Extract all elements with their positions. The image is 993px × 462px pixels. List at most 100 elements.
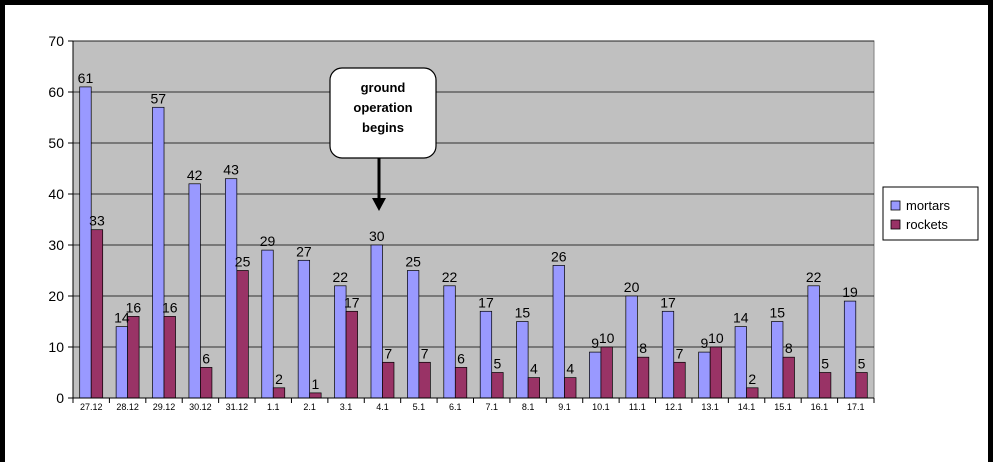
data-label-rockets: 10 [708,330,724,346]
bar-mortars [224,178,238,399]
y-tick-label: 0 [56,390,64,406]
bar-rockets [673,361,686,399]
bar-rockets [127,316,140,399]
data-label-rockets: 33 [89,213,105,229]
data-label-mortars: 19 [842,284,858,300]
x-tick-label: 28.12 [116,402,139,412]
bar-rockets [200,367,213,399]
bar-mortars [698,351,711,399]
x-tick-label: 12.1 [665,402,683,412]
callout-line-3: begins [362,120,404,135]
x-tick-label: 4.1 [376,402,389,412]
bar-mortars [661,310,675,399]
legend-swatch-rockets [890,219,901,230]
y-tick-label: 50 [48,135,64,151]
bar-rockets [527,377,540,399]
bar-rockets [163,316,176,399]
legend-swatch-mortars [890,200,901,211]
y-tick-label: 60 [48,84,64,100]
y-tick-label: 70 [48,33,64,49]
bar-mortars [443,285,456,399]
data-label-mortars: 14 [114,310,130,326]
bar-rockets [454,367,468,399]
x-tick-label: 13.1 [701,402,719,412]
data-label-rockets: 16 [126,299,142,315]
bar-rockets [782,356,795,399]
callout-box [329,67,437,159]
data-label-mortars: 30 [369,228,385,244]
legend: mortars rockets [882,186,979,241]
data-label-rockets: 7 [421,345,429,361]
bar-mortars [188,183,201,399]
bar-rockets [382,361,395,399]
callout-line-1: ground [361,80,406,95]
data-label-mortars: 57 [150,90,166,106]
data-label-rockets: 6 [202,350,210,366]
x-tick-label: 1.1 [267,402,280,412]
bar-rockets [709,346,723,399]
x-tick-label: 6.1 [449,402,462,412]
bar-mortars [625,295,638,399]
data-label-rockets: 1 [312,376,320,392]
gridlines [73,40,874,348]
x-tick-label: 30.12 [189,402,212,412]
bar-mortars [589,351,602,399]
bar-mortars [297,259,311,399]
bar-rockets [418,361,431,399]
data-label-rockets: 7 [384,345,392,361]
bar-mortars [479,310,493,399]
data-label-mortars: 22 [806,269,822,285]
bar-mortars [261,249,274,399]
data-label-mortars: 29 [260,233,276,249]
callout-line-2: operation [353,100,412,115]
data-label-mortars: 27 [296,243,312,259]
bar-mortars [552,265,565,399]
bar-rockets [564,377,577,399]
x-tick-label: 5.1 [413,402,426,412]
bar-mortars [771,321,784,399]
x-tick-label: 2.1 [303,402,316,412]
legend-label-mortars: mortars [906,198,951,213]
x-tick-label: 10.1 [592,402,610,412]
data-label-rockets: 5 [821,356,829,372]
bar-mortars [370,244,383,399]
data-label-rockets: 5 [858,356,866,372]
data-label-mortars: 15 [769,305,785,321]
data-label-rockets: 10 [599,330,615,346]
bar-rockets [819,372,832,399]
data-label-rockets: 17 [344,294,360,310]
x-tick-label: 16.1 [811,402,829,412]
data-label-rockets: 2 [275,371,283,387]
bar-rockets [746,387,759,399]
bar-mortars [807,285,820,399]
bar-mortars [734,326,747,399]
data-label-rockets: 8 [785,340,793,356]
x-tick-label: 3.1 [340,402,353,412]
data-label-rockets: 5 [494,356,502,372]
data-labels: 6133141657164264325292271221730725722617… [78,70,866,392]
x-tick-label: 17.1 [847,402,865,412]
bar-rockets [90,229,104,399]
data-label-mortars: 26 [551,248,567,264]
x-tick-label: 9.1 [558,402,571,412]
callout-arrow-head [372,198,386,211]
bar-mortars [152,106,165,399]
data-label-rockets: 16 [162,299,178,315]
y-tick-label: 40 [48,186,64,202]
bar-rockets [600,346,613,399]
bar-rockets [309,392,322,399]
x-tick-label: 31.12 [226,402,249,412]
data-label-rockets: 7 [676,345,684,361]
bar-mortars [843,300,857,399]
x-tick-label: 7.1 [485,402,498,412]
x-tick-label: 11.1 [629,402,646,412]
bar-mortars [115,326,128,399]
data-label-mortars: 15 [515,305,531,321]
data-label-mortars: 42 [187,167,203,183]
bar-rockets [491,372,504,399]
data-label-rockets: 25 [235,254,251,270]
data-label-mortars: 22 [442,269,458,285]
bar-mortars [407,270,420,399]
